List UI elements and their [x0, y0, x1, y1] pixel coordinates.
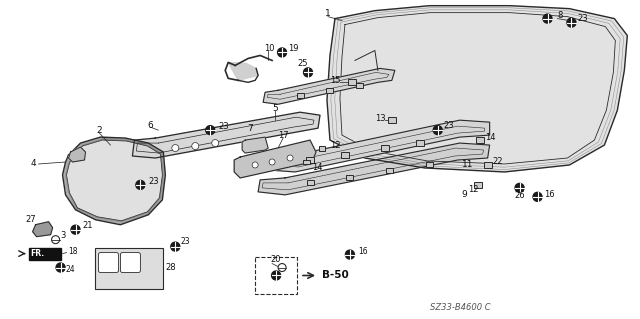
Circle shape: [52, 236, 60, 244]
Bar: [484, 162, 492, 168]
Text: 14: 14: [484, 133, 495, 142]
Text: 23: 23: [180, 237, 190, 246]
Circle shape: [205, 126, 215, 135]
Bar: [346, 175, 353, 181]
Circle shape: [71, 225, 80, 234]
Bar: [348, 79, 356, 85]
Text: 2: 2: [97, 126, 102, 135]
Polygon shape: [258, 143, 490, 195]
Text: 18: 18: [68, 247, 78, 256]
Circle shape: [192, 143, 199, 150]
Text: 10: 10: [264, 44, 275, 53]
Text: 23: 23: [218, 122, 229, 131]
Bar: [255, 256, 297, 294]
FancyBboxPatch shape: [120, 253, 140, 272]
Polygon shape: [228, 63, 258, 80]
Text: B-50: B-50: [322, 271, 349, 280]
Text: 11: 11: [461, 160, 473, 169]
Circle shape: [567, 18, 576, 27]
Bar: [387, 168, 394, 174]
Bar: [356, 83, 364, 88]
Text: 24: 24: [65, 265, 75, 274]
Text: 1: 1: [325, 9, 331, 18]
Text: 13: 13: [375, 114, 385, 123]
Bar: [296, 93, 303, 98]
Text: 16: 16: [545, 190, 555, 199]
Circle shape: [515, 183, 524, 192]
Bar: [341, 152, 349, 158]
Circle shape: [269, 159, 275, 165]
Text: 19: 19: [288, 44, 299, 53]
Text: 5: 5: [272, 104, 278, 113]
Text: 14: 14: [312, 163, 323, 173]
Text: 23: 23: [577, 14, 588, 23]
Text: 25: 25: [297, 59, 308, 68]
Text: 16: 16: [358, 247, 367, 256]
Circle shape: [543, 14, 552, 23]
Circle shape: [136, 181, 145, 189]
Text: 23: 23: [148, 177, 159, 186]
Bar: [388, 117, 396, 123]
Text: 23: 23: [444, 121, 454, 130]
Text: FR.: FR.: [31, 249, 45, 258]
Text: 15: 15: [330, 76, 340, 85]
Text: 8: 8: [557, 11, 563, 20]
Text: 22: 22: [493, 158, 503, 167]
Bar: [95, 248, 163, 289]
Polygon shape: [68, 147, 86, 162]
Circle shape: [56, 263, 65, 272]
Polygon shape: [268, 120, 490, 172]
Text: 12: 12: [330, 141, 340, 150]
Bar: [416, 140, 424, 146]
Circle shape: [172, 145, 179, 152]
Circle shape: [346, 250, 355, 259]
Polygon shape: [132, 112, 320, 158]
Circle shape: [433, 126, 442, 135]
Circle shape: [287, 155, 293, 161]
Bar: [476, 137, 484, 143]
Text: 3: 3: [61, 231, 66, 240]
Text: 17: 17: [278, 130, 289, 140]
Bar: [306, 157, 314, 163]
Polygon shape: [234, 140, 316, 178]
Bar: [426, 162, 433, 167]
Bar: [307, 181, 314, 185]
Bar: [381, 145, 389, 151]
Text: 27: 27: [26, 215, 36, 224]
Polygon shape: [263, 68, 395, 104]
Circle shape: [303, 68, 312, 77]
Polygon shape: [242, 137, 268, 153]
Circle shape: [533, 192, 542, 201]
Circle shape: [252, 162, 258, 168]
Polygon shape: [29, 248, 61, 260]
Text: 4: 4: [31, 160, 36, 168]
Circle shape: [278, 263, 286, 271]
Text: 21: 21: [83, 221, 93, 230]
Bar: [326, 88, 333, 93]
Circle shape: [271, 271, 280, 280]
Text: 26: 26: [515, 191, 525, 200]
Text: SZ33-B4600 C: SZ33-B4600 C: [430, 303, 490, 312]
Text: 28: 28: [165, 263, 176, 272]
Text: 7: 7: [247, 124, 253, 133]
Bar: [319, 145, 326, 151]
Circle shape: [278, 48, 287, 57]
Bar: [474, 182, 482, 188]
Text: 20: 20: [270, 255, 280, 264]
Text: 12: 12: [468, 185, 478, 194]
Bar: [303, 160, 310, 165]
Text: 9: 9: [461, 190, 467, 199]
Polygon shape: [63, 137, 165, 225]
Circle shape: [212, 140, 219, 146]
Text: 6: 6: [147, 121, 153, 130]
Polygon shape: [33, 222, 52, 237]
Polygon shape: [327, 6, 627, 172]
FancyBboxPatch shape: [99, 253, 118, 272]
Circle shape: [171, 242, 180, 251]
